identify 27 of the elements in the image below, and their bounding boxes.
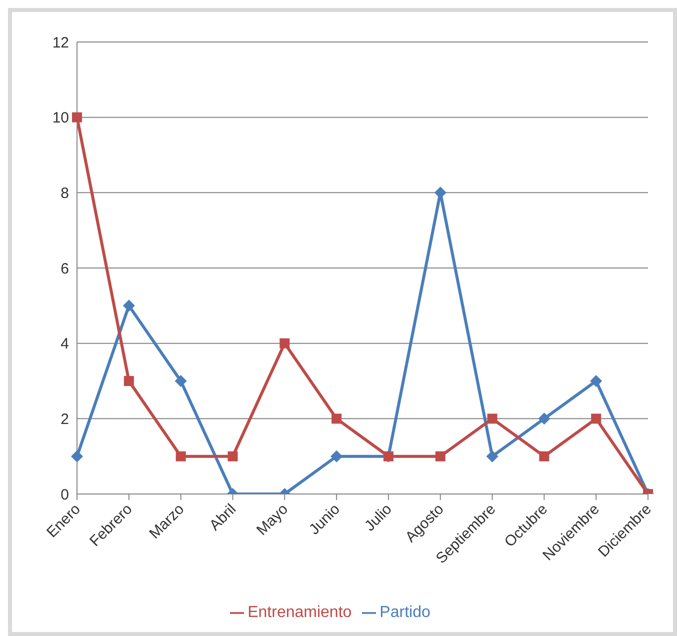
y-tick-label: 10 [52,110,69,127]
point [330,450,343,462]
y-tick-label: 0 [60,486,69,504]
y-tick-label: 2 [60,410,69,428]
point [590,375,602,387]
point [332,414,342,424]
point [71,450,83,462]
y-tick-label: 8 [60,184,69,202]
point [539,451,550,462]
point [591,414,602,424]
point [176,451,186,462]
point [228,451,238,462]
point [538,412,550,425]
point [487,414,498,424]
point [124,376,134,386]
y-tick-label: 4 [60,336,69,353]
point [72,112,82,122]
point [174,375,187,387]
y-tick-label: 6 [60,260,69,278]
legend-label: Partido [380,604,430,621]
x-tick-label: Julio [361,500,396,535]
point [486,450,498,462]
point [280,338,290,348]
y-tick-label: 12 [52,34,69,52]
point [122,300,135,312]
legend-label: Entrenamiento [248,604,352,621]
point [435,451,446,462]
